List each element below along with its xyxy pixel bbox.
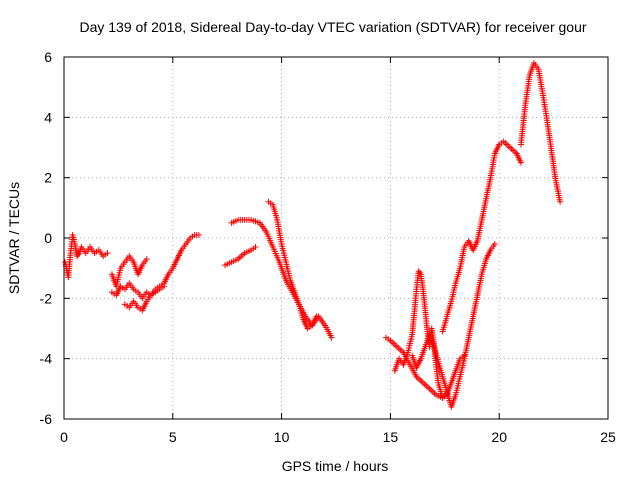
series-arc7 bbox=[265, 198, 320, 332]
x-tick-label: 15 bbox=[383, 429, 399, 445]
y-tick-label: -6 bbox=[40, 411, 53, 427]
series-arc12 bbox=[518, 60, 564, 205]
y-tick-label: 0 bbox=[44, 230, 52, 246]
series-arc4 bbox=[121, 232, 202, 314]
x-tick-label: 0 bbox=[60, 429, 68, 445]
y-axis-label: SDTVAR / TECUs bbox=[6, 182, 22, 294]
data-points bbox=[62, 60, 564, 410]
y-tick-label: 4 bbox=[44, 109, 52, 125]
series-arc11 bbox=[439, 138, 524, 335]
data-point bbox=[328, 334, 335, 341]
series-arc1 bbox=[62, 232, 111, 281]
data-point bbox=[491, 241, 498, 247]
data-point bbox=[557, 198, 564, 205]
data-point bbox=[252, 244, 259, 250]
y-tick-label: 6 bbox=[44, 49, 52, 65]
x-tick-label: 20 bbox=[491, 429, 507, 445]
series-arc5 bbox=[222, 244, 259, 269]
series-arc9 bbox=[391, 268, 450, 401]
series-arc10 bbox=[409, 241, 498, 410]
y-tick-label: -2 bbox=[40, 290, 53, 306]
series-arc2 bbox=[108, 253, 150, 290]
data-point bbox=[518, 159, 524, 166]
axes: 0 5 10 15 20 25 -6 -4 -2 0 2 4 6 bbox=[40, 49, 616, 445]
series-arc8 bbox=[383, 334, 468, 401]
data-point bbox=[313, 313, 320, 320]
x-tick-label: 5 bbox=[169, 429, 177, 445]
data-point bbox=[143, 256, 150, 263]
x-axis-label: GPS time / hours bbox=[282, 458, 389, 474]
data-point bbox=[195, 232, 202, 238]
y-tick-label: -4 bbox=[40, 351, 53, 367]
x-tick-label: 10 bbox=[274, 429, 290, 445]
data-point bbox=[104, 250, 111, 257]
y-tick-label: 2 bbox=[44, 170, 52, 186]
chart-title: Day 139 of 2018, Sidereal Day-to-day VTE… bbox=[79, 19, 586, 35]
x-tick-label: 25 bbox=[600, 429, 616, 445]
